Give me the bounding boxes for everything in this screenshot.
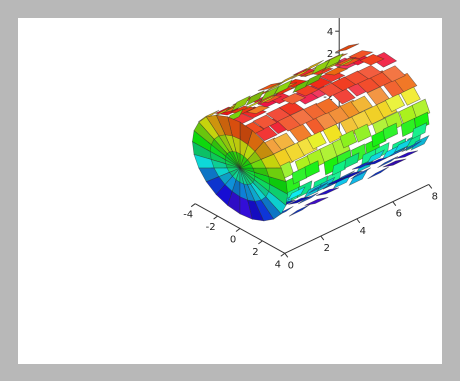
surface-block <box>400 86 421 106</box>
y-tick-mark <box>320 235 325 241</box>
surface-block <box>350 167 371 180</box>
x-tick-label: 0 <box>230 234 236 245</box>
surface-block <box>324 52 344 69</box>
surface-block <box>287 186 306 201</box>
surface-block <box>366 149 385 165</box>
surface-block <box>304 72 324 87</box>
surface-block <box>387 146 408 158</box>
y-tick-mark <box>392 201 397 206</box>
surface-block <box>252 114 278 130</box>
surface-block <box>350 95 373 114</box>
x-tick-label: -4 <box>183 210 193 221</box>
surface-block <box>393 137 413 154</box>
surface-block <box>245 105 271 114</box>
z-tick-label: -2 <box>323 92 333 103</box>
x-tick-mark <box>190 203 196 208</box>
surface-block <box>291 166 307 185</box>
surface-block <box>365 157 389 166</box>
surface-block <box>381 65 406 83</box>
z-tick-label: 4 <box>327 27 333 38</box>
x-tick-mark <box>258 240 263 245</box>
surface-block <box>340 170 363 180</box>
x-tick-mark <box>280 252 286 257</box>
surface-block <box>245 90 265 107</box>
y-tick-label: 6 <box>396 209 402 220</box>
x-tick-label: -2 <box>206 222 216 233</box>
surface-block <box>315 97 340 115</box>
surface-block <box>297 192 319 205</box>
surface-block <box>336 56 357 68</box>
surface-block <box>367 166 389 180</box>
surface-block <box>377 156 399 168</box>
surface-block <box>273 79 293 96</box>
surface-block <box>231 95 251 112</box>
surface-block <box>308 182 329 194</box>
surface-block <box>304 197 329 206</box>
y-tick-label: 8 <box>432 191 438 202</box>
surface-block <box>277 73 299 86</box>
y-tick-mark <box>356 218 361 224</box>
x-tick-label: 4 <box>275 259 281 270</box>
surface-block <box>394 150 419 160</box>
x-tick-label: 2 <box>252 247 258 258</box>
surface-block <box>339 129 358 149</box>
surface-block <box>257 93 278 106</box>
surface-block <box>411 122 427 140</box>
z-tick-label: 2 <box>327 49 333 60</box>
surface-block <box>243 98 264 111</box>
surface-block <box>288 196 311 205</box>
surface-block <box>302 59 324 72</box>
surface-block <box>359 53 385 66</box>
surface-block <box>288 204 311 217</box>
surface-block <box>292 78 311 94</box>
cylinder-surface <box>192 43 431 222</box>
surface-block <box>335 43 360 53</box>
surface-block <box>304 160 320 179</box>
surface-block <box>306 77 333 89</box>
surface-block <box>382 158 407 168</box>
surface-block <box>382 122 399 141</box>
surface-block <box>315 187 340 196</box>
surface-block <box>306 131 327 150</box>
y-tick-mark <box>428 184 433 189</box>
surface-block <box>302 102 328 120</box>
y-tick-label: 4 <box>360 226 366 237</box>
surface-block <box>268 184 288 206</box>
surface-block <box>384 93 406 112</box>
y-tick-label: 0 <box>288 260 294 271</box>
surface-block <box>353 123 372 143</box>
surface-block <box>401 140 422 153</box>
x-tick-mark <box>213 215 218 220</box>
y-tick-mark <box>284 252 289 258</box>
surface-block <box>344 152 360 169</box>
surface-block <box>322 123 344 144</box>
surface-block <box>281 92 307 105</box>
y-tick-label: 2 <box>324 243 330 254</box>
x-tick-mark <box>235 228 241 232</box>
surface-block <box>347 50 374 59</box>
